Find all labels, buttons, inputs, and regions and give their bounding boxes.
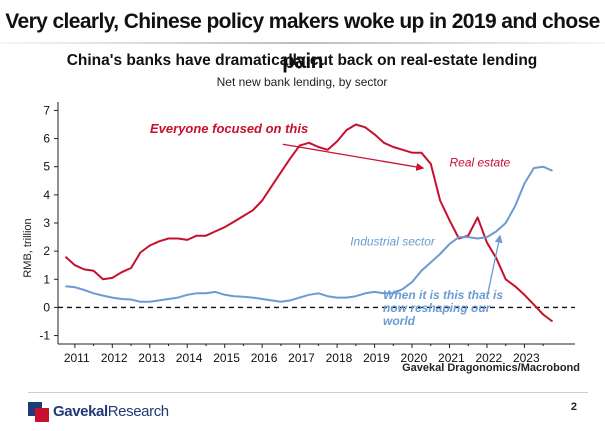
y-tick-label: 1 <box>43 272 50 286</box>
annotation-reshaping-line: world <box>383 314 416 328</box>
x-tick-label: 2021 <box>438 351 465 365</box>
series-line-industrial-sector <box>65 165 553 303</box>
x-tick-label: 2013 <box>138 351 165 365</box>
annotation-arrow-blue <box>486 234 503 298</box>
source-label: Gavekal Dragonomics/Macrobond <box>402 362 580 374</box>
line-chart: China's banks have dramatically cut back… <box>22 52 580 374</box>
series-line-real-estate <box>64 123 554 323</box>
plot-area: -1 0 1 2 3 4 5 6 7 2011 2012 2013 2014 2015 2016 2017 20… <box>39 102 575 365</box>
x-tick-label: 2012 <box>101 351 128 365</box>
annotation-everyone-focused: Everyone focused on this <box>150 121 308 136</box>
chart-subtitle: Net new bank lending, by sector <box>217 75 388 89</box>
y-tick-label: 3 <box>43 216 50 230</box>
y-axis-label: RMB, trillion <box>22 218 34 277</box>
x-tick-label: 2016 <box>251 351 278 365</box>
x-tick-label: 2017 <box>288 351 315 365</box>
annotation-arrow-red <box>282 143 425 171</box>
y-tick-label: 5 <box>43 160 50 174</box>
series-label-industrial-sector: Industrial sector <box>350 235 436 249</box>
annotation-reshaping-line: now reshaping our <box>383 301 492 315</box>
x-tick-label: 2023 <box>513 351 540 365</box>
y-tick-label: 0 <box>43 300 50 314</box>
slide-title: Very clearly, Chinese policy makers woke… <box>5 10 600 73</box>
logo-text-regular: Research <box>107 402 169 420</box>
y-tick-label: 2 <box>43 244 50 258</box>
annotation-reshaping-line: When it is this that is <box>383 288 503 302</box>
x-tick-label: 2018 <box>326 351 353 365</box>
gavekal-logo: GavekalResearch <box>28 398 169 424</box>
chart-title: China's banks have dramatically cut back… <box>67 52 538 69</box>
y-tick-label: 4 <box>43 188 50 202</box>
x-tick-label: 2022 <box>475 351 502 365</box>
gavekal-logo-icon <box>28 402 49 422</box>
y-tick-label: 7 <box>43 103 50 117</box>
y-tick-label: -1 <box>39 329 50 343</box>
y-tick-label: 6 <box>43 132 50 146</box>
series-label-real-estate: Real estate <box>449 156 510 170</box>
x-tick-label: 2015 <box>213 351 240 365</box>
page-number: 2 <box>570 401 577 413</box>
x-tick-label: 2020 <box>401 351 428 365</box>
title-divider <box>0 42 605 44</box>
x-tick-label: 2011 <box>64 351 90 365</box>
logo-text-bold: Gavekal <box>53 402 108 420</box>
footer-divider <box>28 392 588 393</box>
x-tick-label: 2014 <box>176 351 203 365</box>
x-tick-label: 2019 <box>363 351 390 365</box>
